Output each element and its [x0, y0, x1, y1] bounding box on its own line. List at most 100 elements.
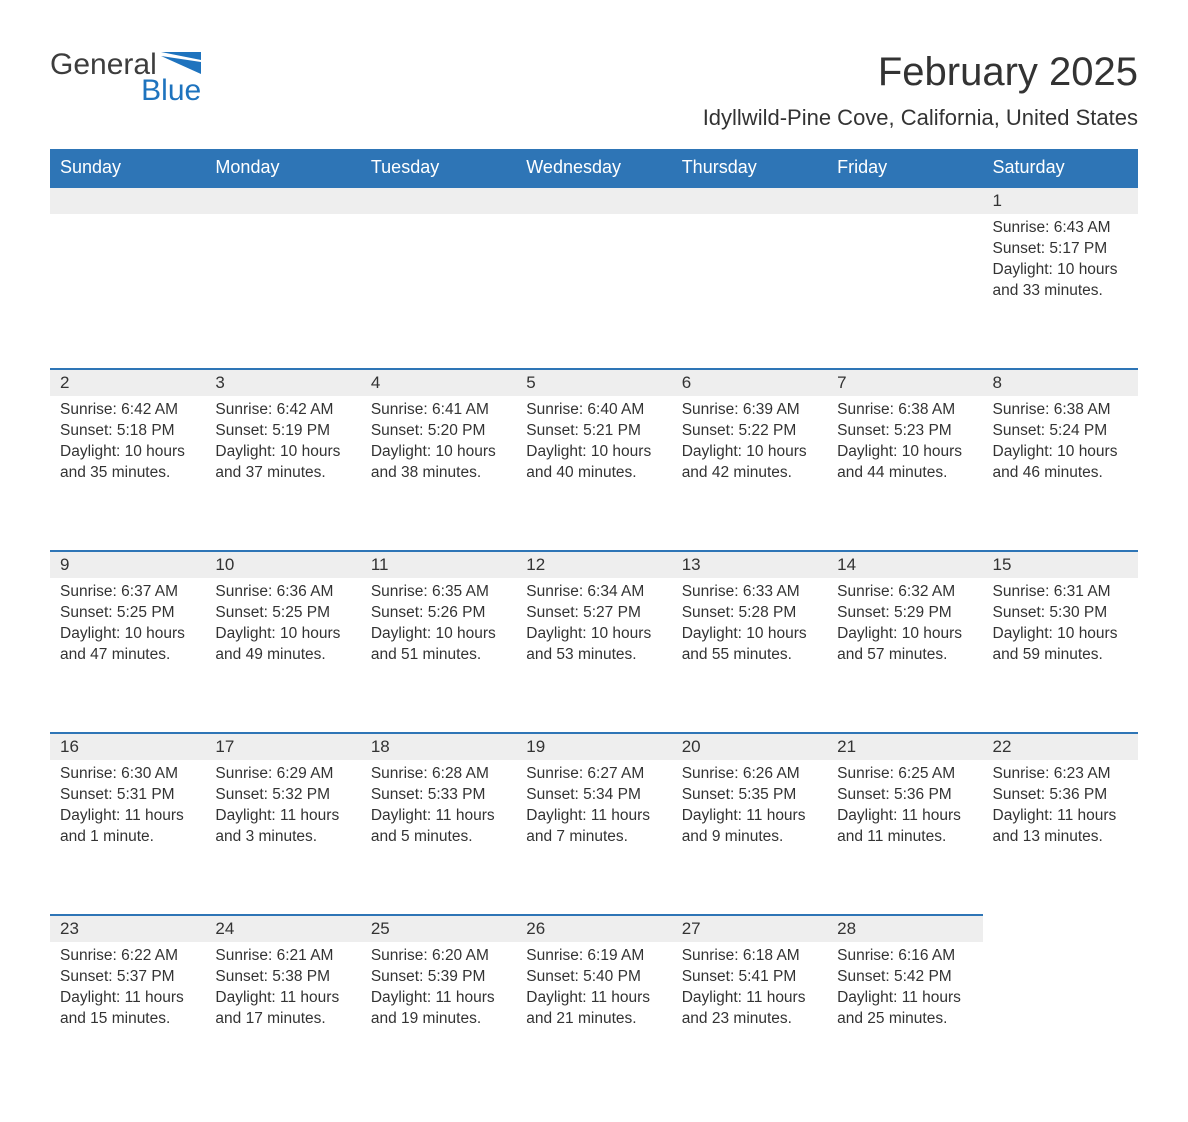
day-cell: Sunrise: 6:38 AMSunset: 5:23 PMDaylight:…: [827, 396, 982, 536]
day-cell: Sunrise: 6:23 AMSunset: 5:36 PMDaylight:…: [983, 760, 1138, 900]
day-cell: Sunrise: 6:19 AMSunset: 5:40 PMDaylight:…: [516, 942, 671, 1082]
sunrise-text: Sunrise: 6:21 AM: [215, 946, 350, 967]
sunrise-text: Sunrise: 6:42 AM: [60, 400, 195, 421]
day-cell: Sunrise: 6:35 AMSunset: 5:26 PMDaylight:…: [361, 578, 516, 718]
day-number: 26: [516, 914, 671, 942]
daylight-text: Daylight: 10 hours and 40 minutes.: [526, 442, 661, 484]
week-spacer: [50, 536, 1138, 550]
day-content: Sunrise: 6:43 AMSunset: 5:17 PMDaylight:…: [983, 214, 1138, 312]
day-number: 7: [827, 368, 982, 396]
sunset-text: Sunset: 5:35 PM: [682, 785, 817, 806]
day-number: 14: [827, 550, 982, 578]
column-header: Tuesday: [361, 149, 516, 186]
day-content: Sunrise: 6:28 AMSunset: 5:33 PMDaylight:…: [361, 760, 516, 858]
day-cell: Sunrise: 6:33 AMSunset: 5:28 PMDaylight:…: [672, 578, 827, 718]
day-content: Sunrise: 6:25 AMSunset: 5:36 PMDaylight:…: [827, 760, 982, 858]
sunrise-text: Sunrise: 6:38 AM: [993, 400, 1128, 421]
sunset-text: Sunset: 5:25 PM: [60, 603, 195, 624]
daylight-text: Daylight: 11 hours and 11 minutes.: [837, 806, 972, 848]
day-cell: [672, 214, 827, 354]
day-cell: [983, 942, 1138, 1082]
sunset-text: Sunset: 5:36 PM: [837, 785, 972, 806]
daylight-text: Daylight: 10 hours and 57 minutes.: [837, 624, 972, 666]
day-cell: [827, 214, 982, 354]
day-number: 8: [983, 368, 1138, 396]
daylight-text: Daylight: 11 hours and 15 minutes.: [60, 988, 195, 1030]
day-number: 10: [205, 550, 360, 578]
week-daynum-row: 16171819202122: [50, 732, 1138, 760]
day-cell: Sunrise: 6:43 AMSunset: 5:17 PMDaylight:…: [983, 214, 1138, 354]
sunset-text: Sunset: 5:41 PM: [682, 967, 817, 988]
sunrise-text: Sunrise: 6:39 AM: [682, 400, 817, 421]
day-cell: [205, 214, 360, 354]
daylight-text: Daylight: 11 hours and 19 minutes.: [371, 988, 506, 1030]
sunset-text: Sunset: 5:20 PM: [371, 421, 506, 442]
sunrise-text: Sunrise: 6:40 AM: [526, 400, 661, 421]
daylight-text: Daylight: 10 hours and 47 minutes.: [60, 624, 195, 666]
day-number: 18: [361, 732, 516, 760]
day-content: Sunrise: 6:38 AMSunset: 5:24 PMDaylight:…: [983, 396, 1138, 494]
sunset-text: Sunset: 5:22 PM: [682, 421, 817, 442]
sunrise-text: Sunrise: 6:27 AM: [526, 764, 661, 785]
daylight-text: Daylight: 11 hours and 23 minutes.: [682, 988, 817, 1030]
sunrise-text: Sunrise: 6:26 AM: [682, 764, 817, 785]
day-cell: [516, 214, 671, 354]
sunset-text: Sunset: 5:24 PM: [993, 421, 1128, 442]
sunrise-text: Sunrise: 6:37 AM: [60, 582, 195, 603]
calendar-table: SundayMondayTuesdayWednesdayThursdayFrid…: [50, 149, 1138, 1082]
day-number: [205, 186, 360, 214]
day-number: 24: [205, 914, 360, 942]
day-number: 13: [672, 550, 827, 578]
sunset-text: Sunset: 5:18 PM: [60, 421, 195, 442]
day-cell: Sunrise: 6:29 AMSunset: 5:32 PMDaylight:…: [205, 760, 360, 900]
daylight-text: Daylight: 11 hours and 17 minutes.: [215, 988, 350, 1030]
daylight-text: Daylight: 11 hours and 1 minute.: [60, 806, 195, 848]
day-content: Sunrise: 6:23 AMSunset: 5:36 PMDaylight:…: [983, 760, 1138, 858]
daylight-text: Daylight: 10 hours and 53 minutes.: [526, 624, 661, 666]
column-header: Friday: [827, 149, 982, 186]
day-cell: Sunrise: 6:34 AMSunset: 5:27 PMDaylight:…: [516, 578, 671, 718]
day-content: Sunrise: 6:35 AMSunset: 5:26 PMDaylight:…: [361, 578, 516, 676]
day-number: 15: [983, 550, 1138, 578]
sunrise-text: Sunrise: 6:35 AM: [371, 582, 506, 603]
day-cell: Sunrise: 6:16 AMSunset: 5:42 PMDaylight:…: [827, 942, 982, 1082]
day-cell: Sunrise: 6:26 AMSunset: 5:35 PMDaylight:…: [672, 760, 827, 900]
day-number: 22: [983, 732, 1138, 760]
week-spacer: [50, 354, 1138, 368]
daylight-text: Daylight: 10 hours and 55 minutes.: [682, 624, 817, 666]
day-cell: Sunrise: 6:31 AMSunset: 5:30 PMDaylight:…: [983, 578, 1138, 718]
day-number: [50, 186, 205, 214]
daylight-text: Daylight: 11 hours and 7 minutes.: [526, 806, 661, 848]
week-content-row: Sunrise: 6:43 AMSunset: 5:17 PMDaylight:…: [50, 214, 1138, 354]
sunset-text: Sunset: 5:31 PM: [60, 785, 195, 806]
day-number: [516, 186, 671, 214]
week-content-row: Sunrise: 6:22 AMSunset: 5:37 PMDaylight:…: [50, 942, 1138, 1082]
daylight-text: Daylight: 11 hours and 25 minutes.: [837, 988, 972, 1030]
sunset-text: Sunset: 5:23 PM: [837, 421, 972, 442]
week-daynum-row: 1: [50, 186, 1138, 214]
sunset-text: Sunset: 5:30 PM: [993, 603, 1128, 624]
sunset-text: Sunset: 5:33 PM: [371, 785, 506, 806]
sunset-text: Sunset: 5:25 PM: [215, 603, 350, 624]
sunrise-text: Sunrise: 6:38 AM: [837, 400, 972, 421]
day-content: Sunrise: 6:32 AMSunset: 5:29 PMDaylight:…: [827, 578, 982, 676]
day-number: 5: [516, 368, 671, 396]
day-cell: [361, 214, 516, 354]
day-number: 27: [672, 914, 827, 942]
daylight-text: Daylight: 10 hours and 42 minutes.: [682, 442, 817, 484]
sunrise-text: Sunrise: 6:30 AM: [60, 764, 195, 785]
day-content: Sunrise: 6:33 AMSunset: 5:28 PMDaylight:…: [672, 578, 827, 676]
sunrise-text: Sunrise: 6:16 AM: [837, 946, 972, 967]
daylight-text: Daylight: 10 hours and 46 minutes.: [993, 442, 1128, 484]
day-cell: Sunrise: 6:42 AMSunset: 5:18 PMDaylight:…: [50, 396, 205, 536]
sunset-text: Sunset: 5:36 PM: [993, 785, 1128, 806]
day-cell: Sunrise: 6:28 AMSunset: 5:33 PMDaylight:…: [361, 760, 516, 900]
week-content-row: Sunrise: 6:30 AMSunset: 5:31 PMDaylight:…: [50, 760, 1138, 900]
sunset-text: Sunset: 5:19 PM: [215, 421, 350, 442]
sunset-text: Sunset: 5:42 PM: [837, 967, 972, 988]
day-number: 25: [361, 914, 516, 942]
column-header: Thursday: [672, 149, 827, 186]
week-spacer: [50, 900, 1138, 914]
day-number: 1: [983, 186, 1138, 214]
day-number: 23: [50, 914, 205, 942]
